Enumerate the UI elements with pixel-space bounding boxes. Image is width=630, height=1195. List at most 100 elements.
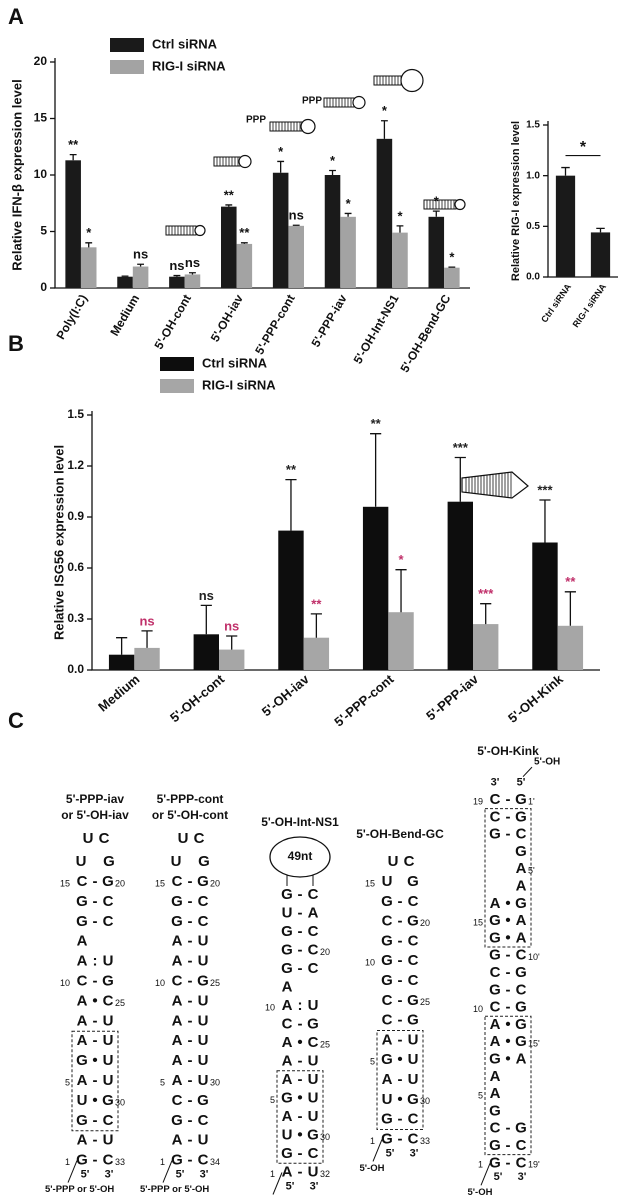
loop-label: 49nt (288, 849, 313, 863)
base: A (382, 1031, 393, 1048)
base: G (76, 893, 88, 910)
x-tick-label: Poly(I:C) (53, 292, 90, 342)
bar (221, 206, 237, 288)
loop-base: U (76, 853, 87, 870)
position-number: 30 (320, 1132, 330, 1142)
rna-icon (373, 68, 424, 93)
y-tick-label: 10 (34, 167, 48, 181)
bar (219, 649, 245, 670)
icon-label: PPP (302, 96, 322, 107)
base: G (407, 913, 419, 930)
base: C (516, 947, 527, 964)
bar (324, 175, 341, 288)
pair-mark: - (188, 1012, 193, 1029)
position-number: 5 (270, 1095, 275, 1105)
pair-mark: • (297, 1126, 302, 1143)
legend-swatch (110, 38, 144, 52)
x-tick-label: 5'-OH-iav (259, 671, 313, 719)
bar (184, 274, 201, 288)
pair-mark: - (188, 1092, 193, 1109)
position-number: 10 (473, 1004, 483, 1014)
base: G (76, 1112, 88, 1129)
base: G (489, 981, 501, 998)
significance-label: * (397, 208, 403, 223)
error-bar (277, 160, 285, 173)
pair-mark: - (188, 972, 193, 989)
base: A (516, 860, 527, 877)
position-number: 20 (115, 878, 125, 888)
base: G (407, 873, 419, 890)
base: C (408, 893, 419, 910)
significance-label: ** (565, 574, 576, 589)
pair-mark: - (398, 972, 403, 989)
base: C (172, 1092, 183, 1109)
panel-label: A (8, 4, 24, 29)
bar (362, 506, 389, 670)
pair-mark: - (298, 1163, 303, 1180)
base: U (198, 933, 209, 950)
bar (557, 625, 584, 670)
error-bar (292, 224, 300, 226)
legend-swatch (160, 379, 194, 393)
base: C (172, 873, 183, 890)
error-bar (539, 499, 551, 543)
base: A (490, 1068, 501, 1085)
structure-title: 5'-OH-Int-NS1 (261, 815, 339, 829)
icon-loop (400, 68, 424, 93)
position-number: 30 (210, 1077, 220, 1087)
base: G (76, 913, 88, 930)
position-number: 32 (320, 1169, 330, 1179)
base: G (381, 972, 393, 989)
pair-mark: - (188, 1152, 193, 1169)
error-bar (173, 274, 181, 277)
base: U (308, 1052, 319, 1069)
icon-loop (352, 95, 366, 110)
icon-stem (213, 156, 241, 167)
terminus-label: 5'-PPP or 5'-OH (140, 1184, 209, 1195)
significance-label: ** (371, 416, 382, 431)
base: A (308, 904, 319, 921)
pair-mark: - (188, 913, 193, 930)
rna-icon (269, 118, 316, 135)
position-number: 15 (155, 878, 165, 888)
end-label: 5' (81, 1169, 90, 1181)
base: G (76, 1152, 88, 1169)
significance-label: * (278, 144, 284, 159)
base: U (382, 1091, 393, 1108)
pair-mark: - (398, 1031, 403, 1048)
pair-mark: - (93, 972, 98, 989)
base: U (198, 992, 209, 1009)
loop-base: U (178, 830, 189, 847)
pair-mark: - (188, 992, 193, 1009)
pair-mark: - (188, 1052, 193, 1069)
base: A (77, 1072, 88, 1089)
error-bar (121, 275, 129, 277)
pair-mark: • (397, 1051, 402, 1068)
pair-mark: • (505, 912, 510, 929)
x-tick-label: 5'-PPP-iav (423, 671, 482, 724)
base: U (198, 1052, 209, 1069)
base: A (516, 929, 527, 946)
base: U (198, 953, 209, 970)
pair-mark: - (298, 1071, 303, 1088)
position-number: 15' (528, 1039, 540, 1049)
x-tick-label: 5'-PPP-cont (331, 671, 397, 729)
base: C (308, 1145, 319, 1162)
pair-mark: - (298, 1015, 303, 1032)
structure-title: 5'-PPP-cont (157, 792, 224, 806)
position-number: 25 (115, 998, 125, 1008)
base: C (308, 886, 319, 903)
pair-mark: - (188, 1112, 193, 1129)
loop-base: C (99, 830, 110, 847)
base: A (172, 1052, 183, 1069)
position-number: 30 (115, 1097, 125, 1107)
panel-label: C (8, 708, 24, 733)
motif-box (276, 1070, 324, 1164)
base: C (308, 941, 319, 958)
significance-label: ns (185, 255, 200, 270)
pair-mark: - (398, 913, 403, 930)
pair-mark: - (506, 826, 511, 843)
terminus-label: 5'-OH (534, 757, 560, 768)
x-tick-label: 5'-OH-Int-NS1 (351, 292, 402, 366)
base: G (281, 1145, 293, 1162)
